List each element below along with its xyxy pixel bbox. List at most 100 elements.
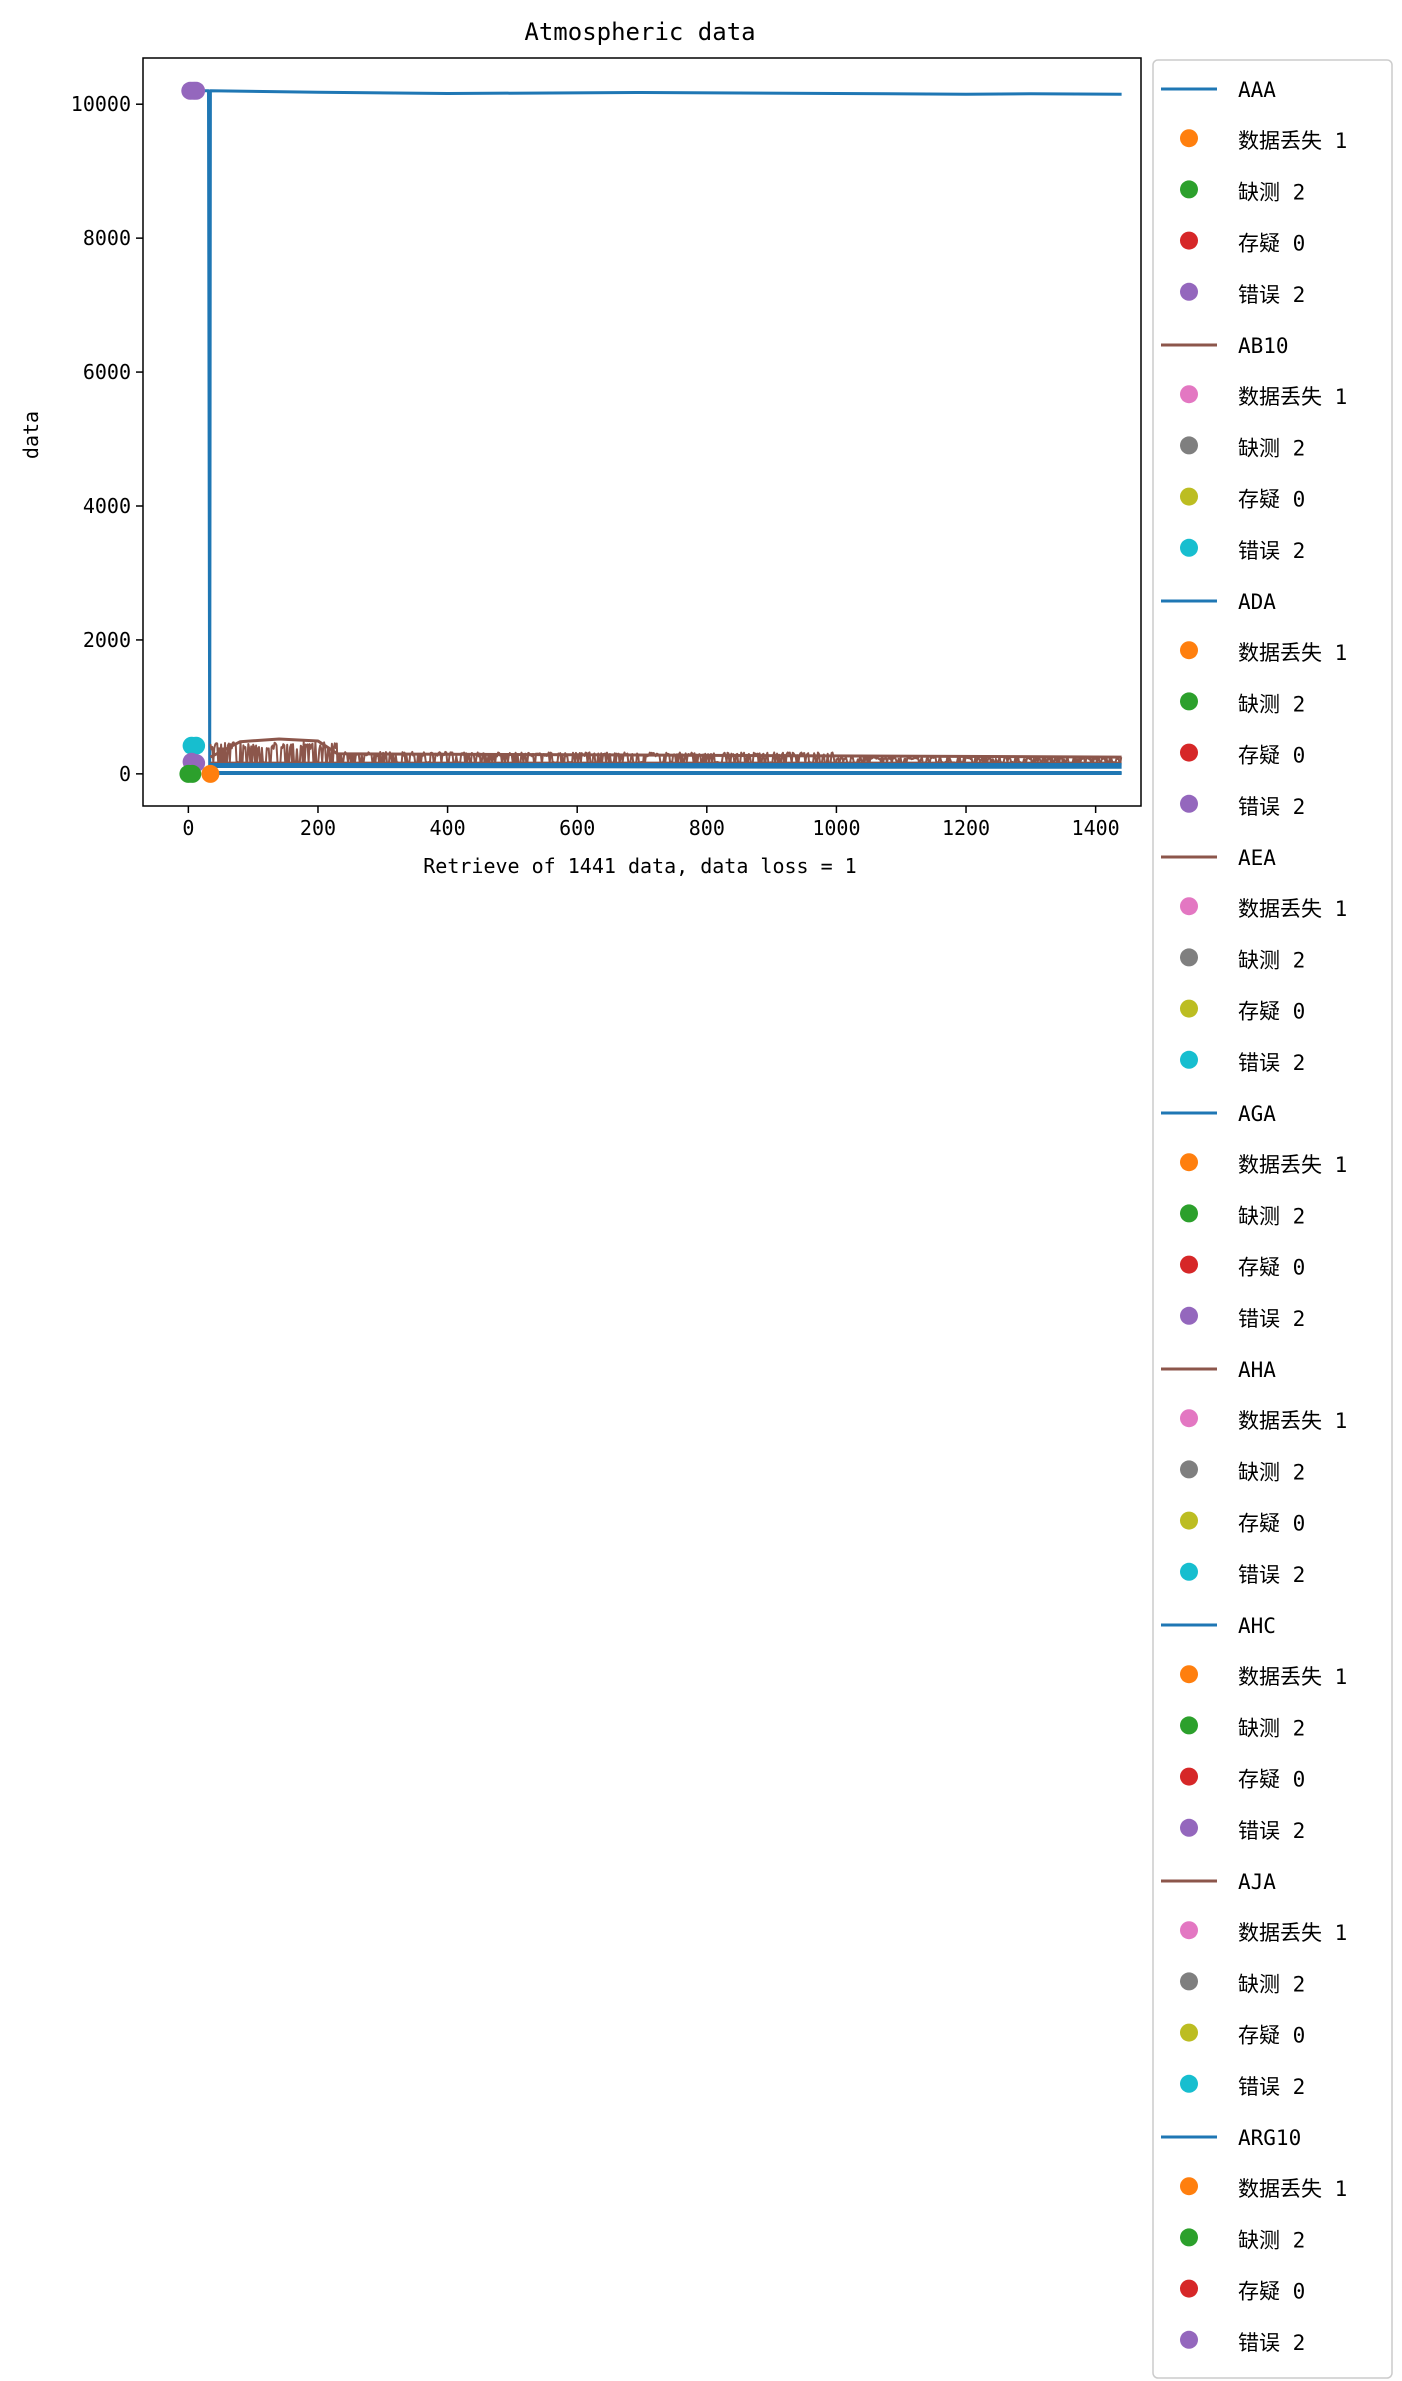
legend-entry-label: 缺测 2: [1238, 1972, 1305, 1996]
legend-marker-swatch: [1180, 1767, 1198, 1786]
legend-entry-label: 数据丢失 1: [1238, 1153, 1347, 1177]
legend-marker-swatch: [1180, 641, 1198, 660]
legend-entry-label: 错误 2: [1238, 1819, 1305, 1843]
legend-marker-swatch: [1180, 2330, 1198, 2349]
legend-marker-swatch: [1180, 538, 1198, 557]
legend-marker-swatch: [1180, 1921, 1198, 1940]
legend-entry-label: 数据丢失 1: [1238, 641, 1347, 665]
legend-marker-swatch: [1180, 1665, 1198, 1684]
legend-entry-label: 存疑 0: [1238, 2024, 1305, 2048]
y-axis-label: data: [19, 411, 43, 459]
legend-marker-swatch: [1180, 231, 1198, 250]
legend-entry-label: 缺测 2: [1238, 948, 1305, 972]
legend-entry-label: 错误 2: [1238, 2075, 1305, 2099]
x-tick-label: 0: [182, 816, 194, 840]
legend-entry-label: 缺测 2: [1238, 692, 1305, 716]
legend-entry-label: ARG10: [1238, 2126, 1301, 2150]
legend-marker-swatch: [1180, 1818, 1198, 1837]
legend-entry-label: 错误 2: [1238, 539, 1305, 563]
legend-entry-label: 缺测 2: [1238, 2228, 1305, 2252]
legend-marker-swatch: [1180, 1050, 1198, 1069]
legend-entry-label: 存疑 0: [1238, 1000, 1305, 1024]
legend-entry-label: AB10: [1238, 334, 1289, 358]
legend-marker-swatch: [1180, 999, 1198, 1018]
legend-marker-swatch: [1180, 794, 1198, 813]
legend-marker-swatch: [1180, 2177, 1198, 2196]
legend-entry-label: AGA: [1238, 1102, 1276, 1126]
legend-entry-label: 数据丢失 1: [1238, 1409, 1347, 1433]
chart-title: Atmospheric data: [524, 18, 755, 46]
legend-marker-swatch: [1180, 743, 1198, 762]
legend: AAA 数据丢失 1 缺测 2 存疑 0 错误 2 AB10 数据丢失 1 缺测 2 存疑 0 错…: [1152, 59, 1393, 2379]
series-line-aaa: [188, 89, 1122, 774]
legend-entry-label: 数据丢失 1: [1238, 2177, 1347, 2201]
legend-entry-label: 存疑 0: [1238, 1256, 1305, 1280]
legend-entry-label: 缺测 2: [1238, 1460, 1305, 1484]
legend-entry-label: 错误 2: [1238, 1051, 1305, 1075]
legend-marker-swatch: [1180, 436, 1198, 455]
series-group: [179, 81, 1123, 783]
legend-entry-label: 错误 2: [1238, 283, 1305, 307]
x-tick-label: 600: [559, 816, 595, 840]
y-axis: 0 2000 4000 6000 8000 10000: [71, 92, 143, 786]
legend-marker-swatch: [1180, 129, 1198, 148]
y-tick-label: 2000: [83, 628, 131, 652]
legend-entry-label: 缺测 2: [1238, 180, 1305, 204]
series-line-aja: [209, 737, 1122, 759]
x-tick-label: 800: [689, 816, 725, 840]
legend-marker-swatch: [1180, 897, 1198, 916]
x-axis: 0 200 400 600 800 1000 1200 1400: [182, 806, 1120, 840]
x-tick-label: 1000: [812, 816, 860, 840]
legend-entry-label: AHC: [1238, 1614, 1276, 1638]
legend-marker-swatch: [1180, 1716, 1198, 1735]
x-tick-label: 1400: [1072, 816, 1120, 840]
legend-entry-label: 错误 2: [1238, 1563, 1305, 1587]
legend-marker-swatch: [1180, 2023, 1198, 2042]
legend-entry-label: 存疑 0: [1238, 2280, 1305, 2304]
legend-entry-label: 缺测 2: [1238, 1716, 1305, 1740]
legend-entry-label: 存疑 0: [1238, 232, 1305, 256]
legend-marker-swatch: [1180, 1562, 1198, 1581]
legend-entry-label: 错误 2: [1238, 1307, 1305, 1331]
y-tick-label: 10000: [71, 92, 131, 116]
legend-entry-label: 数据丢失 1: [1238, 1921, 1347, 1945]
y-tick-label: 0: [119, 762, 131, 786]
x-tick-label: 400: [430, 816, 466, 840]
legend-entry-label: 数据丢失 1: [1238, 385, 1347, 409]
legend-marker-swatch: [1180, 948, 1198, 967]
legend-marker-swatch: [1180, 2074, 1198, 2093]
legend-marker-swatch: [1180, 2279, 1198, 2298]
legend-entry-label: 存疑 0: [1238, 1512, 1305, 1536]
x-tick-label: 200: [300, 816, 336, 840]
plot-area: [142, 57, 1142, 807]
data-point-marker: [201, 764, 220, 783]
legend-entry-label: AHA: [1238, 1358, 1276, 1382]
legend-frame: [1152, 59, 1393, 2379]
y-tick-label: 8000: [83, 226, 131, 250]
legend-marker-swatch: [1180, 1306, 1198, 1325]
legend-entry-label: 错误 2: [1238, 795, 1305, 819]
legend-entry-label: 存疑 0: [1238, 488, 1305, 512]
legend-entry-label: AAA: [1238, 78, 1276, 102]
legend-marker-swatch: [1180, 1204, 1198, 1223]
data-point-marker: [183, 764, 202, 783]
legend-entry-label: 数据丢失 1: [1238, 1665, 1347, 1689]
legend-entry-label: 缺测 2: [1238, 1204, 1305, 1228]
legend-marker-swatch: [1180, 180, 1198, 199]
legend-marker-swatch: [1180, 1409, 1198, 1428]
series-line-ada: [210, 765, 1122, 769]
legend-marker-swatch: [1180, 1460, 1198, 1479]
legend-entry-label: ADA: [1238, 590, 1276, 614]
x-axis-label: Retrieve of 1441 data, data loss = 1: [423, 854, 856, 878]
legend-marker-swatch: [1180, 1153, 1198, 1172]
legend-marker-swatch: [1180, 2228, 1198, 2247]
legend-marker-swatch: [1180, 692, 1198, 711]
y-tick-label: 6000: [83, 360, 131, 384]
data-point-marker: [187, 736, 206, 755]
plot-frame: [142, 57, 1142, 807]
y-tick-label: 4000: [83, 494, 131, 518]
legend-entry-label: 缺测 2: [1238, 436, 1305, 460]
legend-marker-swatch: [1180, 1511, 1198, 1530]
legend-entry-label: 存疑 0: [1238, 744, 1305, 768]
